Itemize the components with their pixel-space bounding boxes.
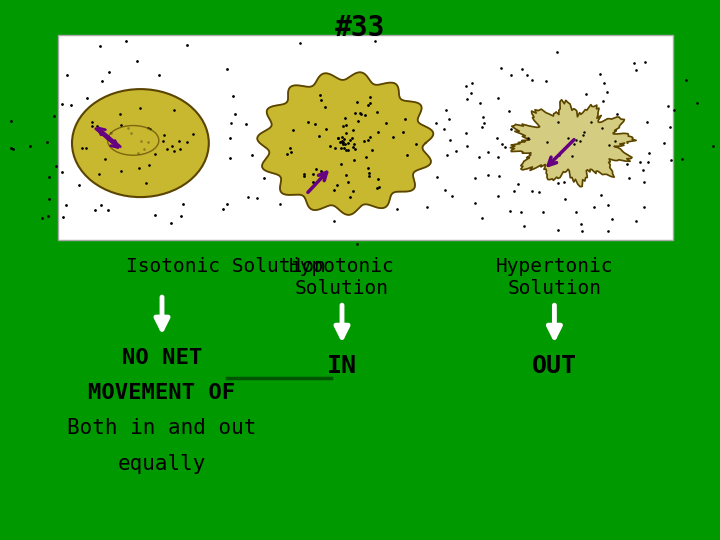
Text: IN: IN (327, 354, 357, 377)
Text: Isotonic Solution: Isotonic Solution (126, 256, 325, 275)
Bar (58, 35, 673, 240)
Ellipse shape (107, 125, 159, 156)
Text: Hypotonic
Solution: Hypotonic Solution (289, 256, 395, 298)
Text: Both in and out: Both in and out (67, 418, 257, 438)
Polygon shape (510, 100, 636, 187)
Polygon shape (257, 72, 433, 215)
Text: NO NET: NO NET (122, 348, 202, 368)
Ellipse shape (72, 89, 209, 197)
Text: Hypertonic
Solution: Hypertonic Solution (495, 256, 613, 298)
Text: OUT: OUT (532, 354, 577, 377)
Text: MOVEMENT OF: MOVEMENT OF (89, 383, 235, 403)
Text: equally: equally (118, 454, 206, 474)
Text: #33: #33 (335, 14, 385, 42)
